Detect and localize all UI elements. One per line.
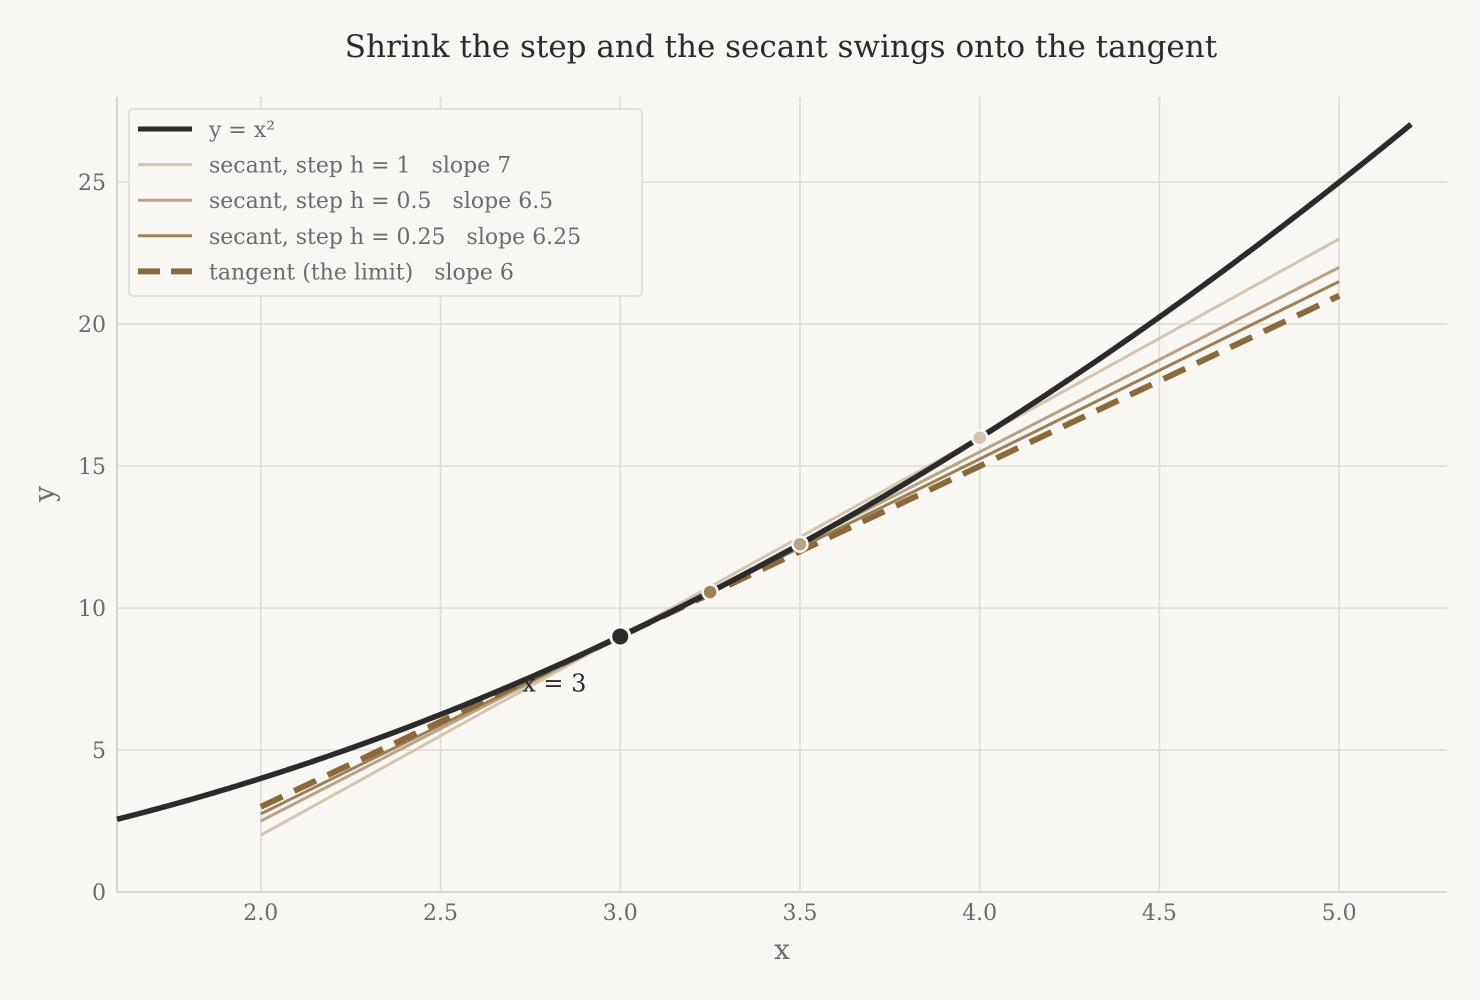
x-tick-label: 3.5 [782,901,817,926]
x-tick-label: 5.0 [1322,901,1357,926]
plot-points [609,428,989,648]
secant-point-secant_h1 [970,428,989,447]
y-tick-label: 5 [92,739,106,764]
y-tick-label: 15 [78,455,106,480]
legend-label: y = x² [208,118,275,143]
y-axis-label: y [28,486,61,503]
axes [116,97,1447,893]
legend-label: secant, step h = 0.5 slope 6.5 [209,189,553,214]
y-tick-labels: 0 5 10 15 20 25 [78,171,106,906]
legend-entries: y = x² secant, step h = 1 slope 7 secant, … [138,118,581,285]
chart-title: Shrink the step and the secant swings on… [345,29,1218,65]
base-point-label: x = 3 [522,669,586,697]
legend: y = x² secant, step h = 1 slope 7 secant, … [128,108,643,297]
x-tick-label: 2.0 [243,901,278,926]
base-point-marker [609,625,632,648]
secant-point-secant_h05 [791,535,809,553]
y-tick-label: 0 [92,881,106,906]
legend-label: secant, step h = 0.25 slope 6.25 [209,225,581,250]
y-tick-label: 20 [78,313,106,338]
x-tick-label: 3.0 [603,901,638,926]
y-tick-label: 25 [78,171,106,196]
legend-label: tangent (the limit) slope 6 [209,260,514,285]
x-tick-label: 4.5 [1142,901,1177,926]
curve-line [116,122,1413,822]
x-tick-labels: 2.0 2.5 3.0 3.5 4.0 4.5 5.0 [243,901,1356,926]
x-axis-label: x [774,933,790,966]
secant-point-secant_h025 [701,583,719,601]
x-tick-label: 4.0 [962,901,997,926]
y-tick-label: 10 [78,597,106,622]
x-tick-label: 2.5 [423,901,458,926]
legend-label: secant, step h = 1 slope 7 [209,154,511,179]
legend-box [128,108,643,297]
